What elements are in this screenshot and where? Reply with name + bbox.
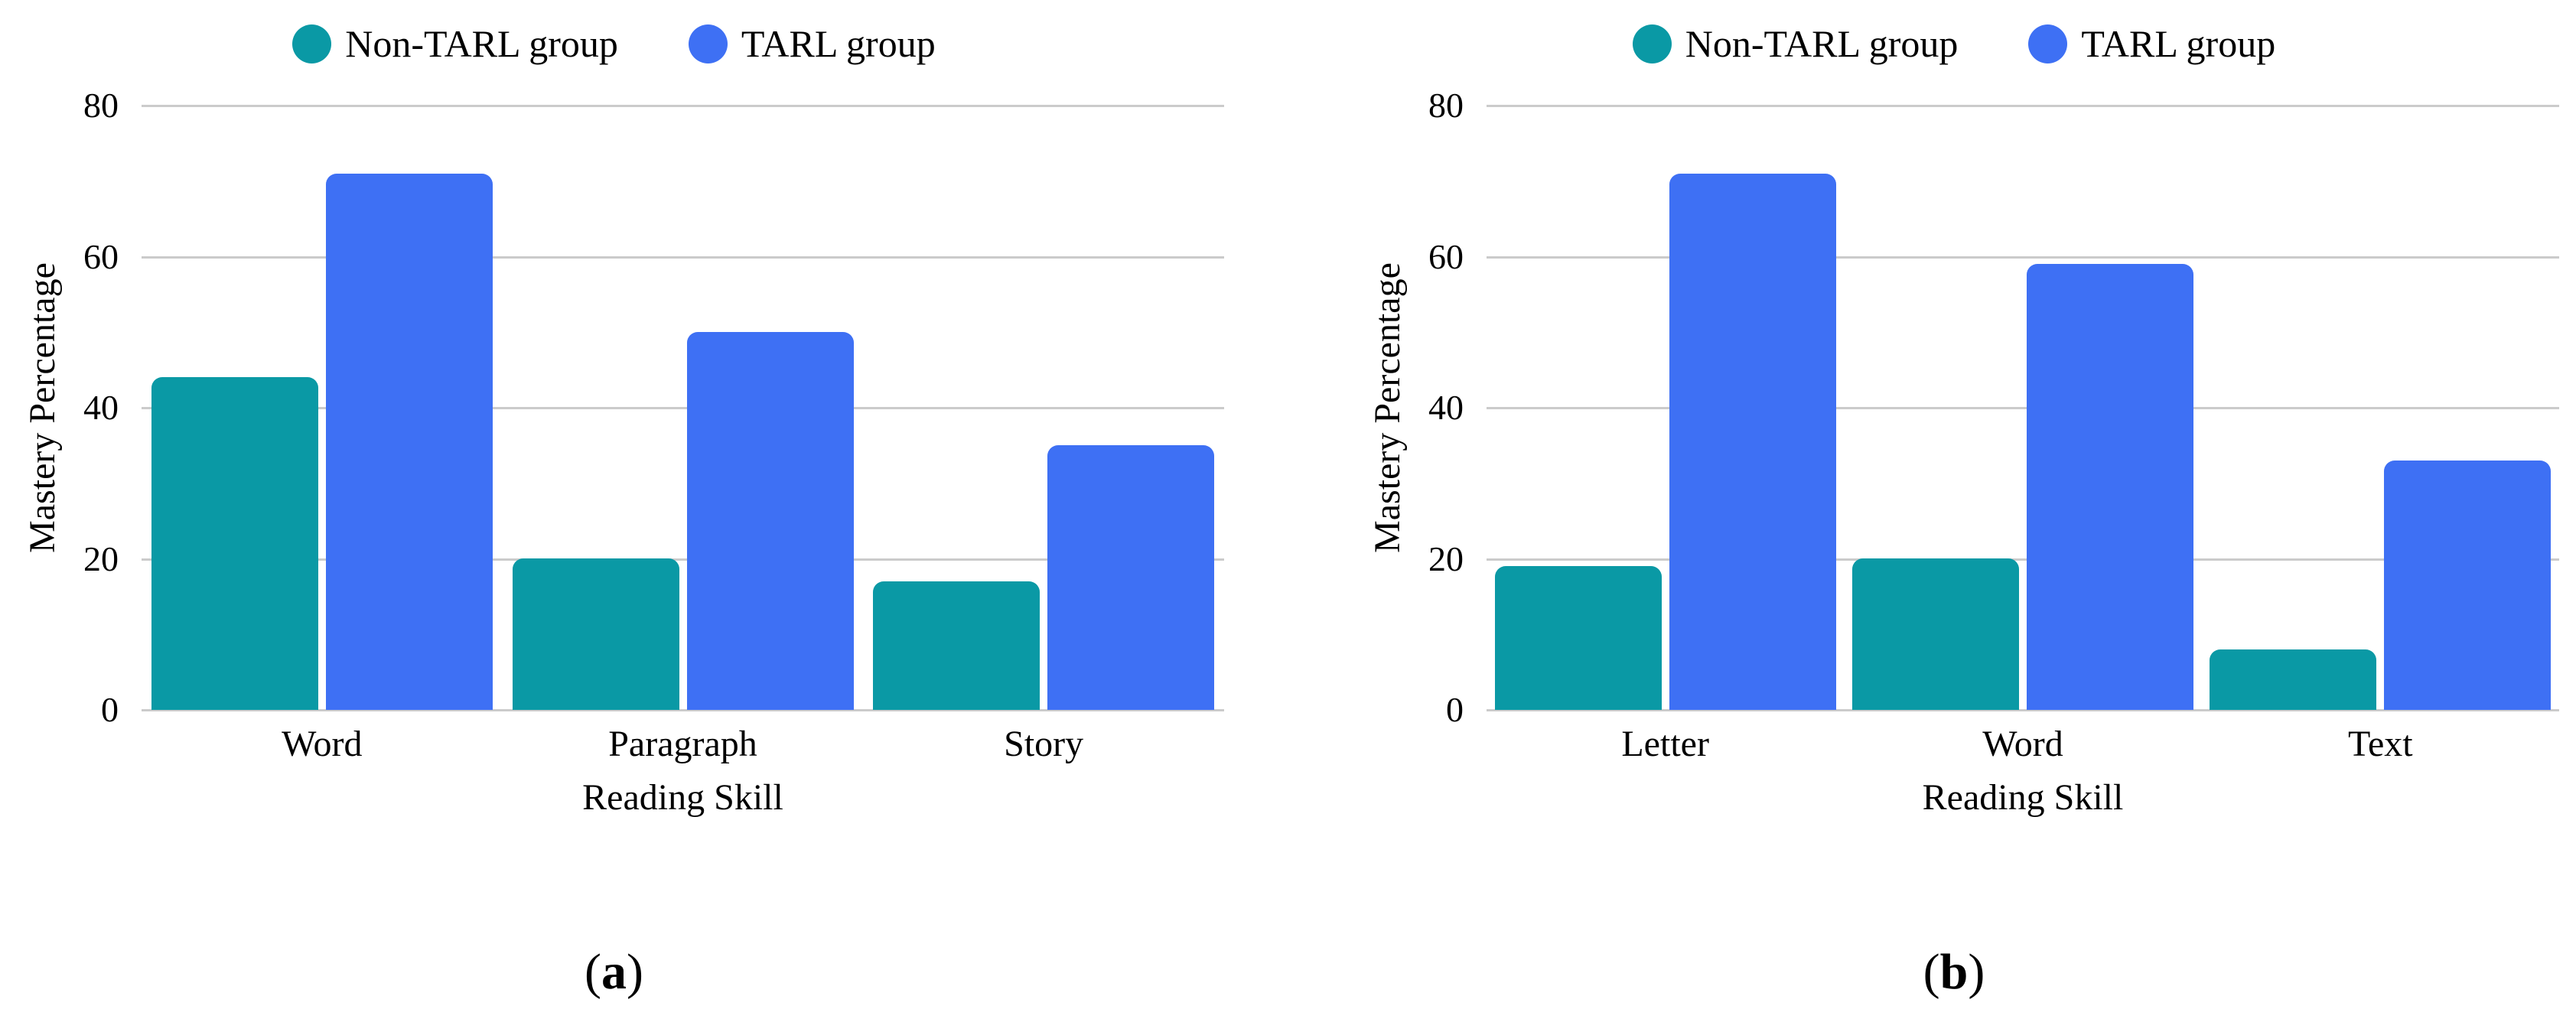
y-tick-label-40: 40 [83,388,119,427]
bar-non-tarl-group-word [1852,558,2019,710]
bar-tarl-group-word [2027,264,2193,710]
x-category-label-paragraph: Paragraph [608,724,757,764]
x-category-label-word: Word [282,724,363,764]
legend-item-non-tarl-group: Non-TARL group [1632,22,1959,65]
non-tarl-group-dot-icon [292,24,332,63]
bar-non-tarl-group-story [873,581,1040,710]
non-tarl-group-dot-icon [1632,24,1672,63]
legend-item-non-tarl-group: Non-TARL group [292,24,618,63]
y-tick-label-60: 60 [83,236,119,276]
y-axis-title: Mastery Percentage [1367,262,1408,553]
legend-label-tarl-group: TARL group [741,22,936,65]
gridline-40 [142,407,1224,409]
y-tick-label-20: 20 [83,539,119,578]
bar-non-tarl-group-letter [1494,566,1662,710]
y-tick-label-60: 60 [1428,236,1464,276]
y-tick-label-40: 40 [1428,388,1464,427]
x-category-label-text: Text [2348,724,2413,764]
gridline-80 [1487,105,2559,107]
x-category-label-letter: Letter [1621,724,1709,764]
gridline-80 [142,105,1224,107]
legend-label-non-tarl-group: Non-TARL group [345,22,618,65]
x-axis-title: Reading Skill [582,777,783,818]
y-tick-label-0: 0 [101,690,119,729]
gridline-0 [1487,709,2559,711]
bar-tarl-group-story [1047,445,1215,710]
bar-tarl-group-paragraph [686,332,854,710]
y-tick-label-80: 80 [1428,86,1464,125]
gridline-0 [142,709,1224,711]
legend-item-tarl-group: TARL group [688,22,936,65]
bar-tarl-group-text [2384,461,2552,710]
bar-tarl-group-word [325,174,493,710]
gridline-60 [1487,255,2559,259]
x-category-label-word: Word [1982,724,2063,764]
bar-non-tarl-group-paragraph [512,558,679,710]
legend-label-non-tarl-group: Non-TARL group [1685,22,1959,65]
legend: Non-TARL group TARL group [79,9,1150,78]
bar-non-tarl-group-word [151,377,318,710]
bar-tarl-group-letter [1669,174,1836,710]
x-axis-title: Reading Skill [1922,777,2124,818]
panel-caption-b: (b) [1923,944,1985,1000]
tarl-group-dot-icon [688,24,728,63]
legend-label-tarl-group: TARL group [2081,22,2276,65]
panel-caption-a: (a) [585,944,643,1000]
bar-non-tarl-group-text [2210,649,2377,710]
gridline-20 [1487,558,2559,561]
gridline-60 [142,255,1224,259]
gridline-20 [142,558,1224,561]
tarl-group-dot-icon [2028,24,2068,63]
y-tick-label-0: 0 [1446,690,1464,729]
gridline-40 [1487,407,2559,409]
y-tick-label-80: 80 [83,86,119,125]
legend: Non-TARL group TARL group [1418,9,2490,78]
x-category-label-story: Story [1004,724,1084,764]
y-tick-label-20: 20 [1428,539,1464,578]
legend-item-tarl-group: TARL group [2028,24,2275,63]
